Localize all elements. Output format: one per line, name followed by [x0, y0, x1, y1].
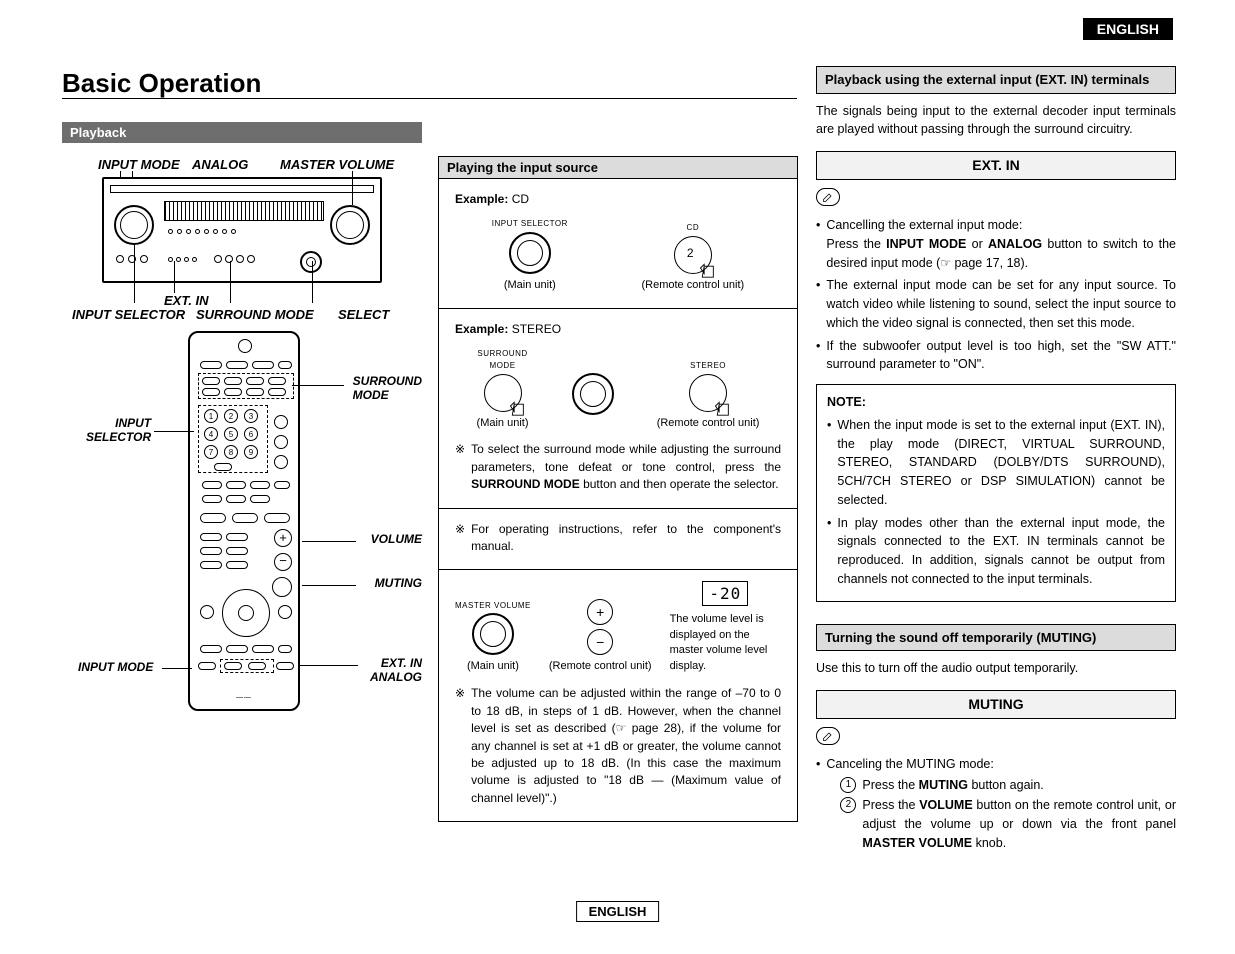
op-bar-muting: MUTING: [816, 690, 1176, 719]
example-value-2: STEREO: [512, 322, 561, 336]
label-remote-muting: MUTING: [375, 577, 422, 591]
left-column: Playback INPUT MODE ANALOG MASTER VOLUME: [62, 122, 422, 731]
label-input-mode: INPUT MODE: [98, 157, 180, 172]
dial-label-input-selector: INPUT SELECTOR: [492, 218, 568, 230]
unit-remote-2: (Remote control unit): [657, 416, 760, 432]
page-ref-icon: ☞: [940, 256, 954, 270]
label-remote-analog: ANALOG: [370, 671, 422, 685]
label-select: SELECT: [338, 307, 389, 322]
note-symbol: ※: [455, 685, 465, 807]
dial-label-master-volume: MASTER VOLUME: [455, 600, 531, 612]
muting-l1-post: button again.: [968, 778, 1044, 792]
label-remote-input-selector: INPUT SELECTOR: [86, 417, 151, 445]
extin-b1b-bold1: INPUT MODE: [886, 237, 966, 251]
subsection-ext-in: Playback using the external input (EXT. …: [816, 66, 1176, 94]
label-remote-volume: VOLUME: [371, 533, 422, 547]
step-input-selector: Example: CD INPUT SELECTOR (Main unit) C…: [439, 179, 797, 309]
note-label: NOTE:: [827, 395, 866, 409]
dial-icon: [509, 232, 551, 274]
section-playback: Playback: [62, 122, 422, 143]
remote-diagram: 1 2 3 4 5 6 7 8 9 + −: [62, 331, 422, 731]
extin-b1b-bold2: ANALOG: [988, 237, 1042, 251]
page-title: Basic Operation: [62, 68, 261, 99]
press-icon: 2: [674, 236, 712, 274]
example-label-2: Example:: [455, 322, 508, 336]
muting-l1-pre: Press the: [862, 778, 918, 792]
muting-l2-pre: Press the: [862, 798, 919, 812]
label-remote-ext-in: EXT. IN: [381, 657, 422, 671]
press-icon: [484, 374, 522, 412]
muting-tips: Canceling the MUTING mode: Press the MUT…: [816, 755, 1176, 855]
unit-main-4: (Main unit): [455, 659, 531, 675]
btn-label-stereo: STEREO: [657, 360, 760, 372]
note-symbol: ※: [455, 441, 465, 493]
label-master-volume: MASTER VOLUME: [280, 157, 394, 172]
press-icon: [689, 374, 727, 412]
note-2a: To select the surround mode while adjust…: [471, 442, 781, 473]
muting-l2-bold1: VOLUME: [919, 798, 972, 812]
note-2b: button and then operate the selector.: [580, 477, 779, 491]
volume-side-text: The volume level is displayed on the mas…: [670, 612, 781, 676]
muting-intro: Use this to turn off the audio output te…: [816, 659, 1176, 678]
subsection-muting: Turning the sound off temporarily (MUTIN…: [816, 624, 1176, 652]
extin-b1a: Cancelling the external input mode:: [826, 218, 1022, 232]
extin-b2: The external input mode can be set for a…: [826, 276, 1176, 332]
note-2-bold: SURROUND MODE: [471, 477, 580, 491]
footer-language: ENGLISH: [576, 901, 660, 922]
subsection-playing-input: Playing the input source: [438, 156, 798, 179]
note-3: For operating instructions, refer to the…: [471, 521, 781, 556]
unit-main-2: (Main unit): [477, 416, 529, 432]
page-ref-icon: ☞: [616, 721, 632, 735]
unit-main-1: (Main unit): [492, 278, 568, 294]
middle-column: Playing the input source Example: CD INP…: [438, 156, 798, 822]
extin-b3: If the subwoofer output level is too hig…: [826, 337, 1176, 375]
right-column: Playback using the external input (EXT. …: [816, 66, 1176, 859]
extin-b1b-pre: Press the: [826, 237, 886, 251]
dial-label-surround: SURROUND MODE: [477, 348, 529, 371]
extin-n2: In play modes other than the external in…: [837, 514, 1165, 589]
label-analog: ANALOG: [192, 157, 248, 172]
note-symbol: ※: [455, 521, 465, 556]
btn-label-cd: CD: [641, 222, 744, 234]
unit-remote-4: (Remote control unit): [549, 659, 652, 675]
op-bar-ext-in: EXT. IN: [816, 151, 1176, 180]
title-rule: [62, 98, 797, 99]
muting-l2-bold2: MASTER VOLUME: [862, 836, 972, 850]
volume-updown-icon: + −: [549, 599, 652, 655]
extin-b1b-ref: page 17, 18: [954, 256, 1020, 270]
label-remote-surround-mode: SURROUND MODE: [353, 375, 422, 403]
muting-l2-post: knob.: [972, 836, 1006, 850]
extin-n1: When the input mode is set to the extern…: [837, 416, 1165, 510]
extin-intro: The signals being input to the external …: [816, 102, 1176, 140]
muting-l1-bold: MUTING: [919, 778, 968, 792]
step-surround-mode: Example: STEREO SURROUND MODE (Main unit…: [439, 309, 797, 509]
language-tab: ENGLISH: [1083, 18, 1173, 40]
page-ref-28: page 28: [632, 721, 677, 735]
dial-icon: [472, 613, 514, 655]
extin-b1b-end: ).: [1020, 256, 1028, 270]
label-input-selector: INPUT SELECTOR: [72, 307, 185, 322]
label-remote-input-mode: INPUT MODE: [78, 661, 153, 675]
example-value-1: CD: [512, 192, 529, 206]
extin-tips: Cancelling the external input mode: Pres…: [816, 216, 1176, 374]
label-surround-mode: SURROUND MODE: [196, 307, 314, 322]
step-volume: MASTER VOLUME (Main unit) + − (Remote co…: [439, 570, 797, 821]
unit-remote-1: (Remote control unit): [641, 278, 744, 294]
badge-2: 2: [687, 245, 694, 262]
extin-b1b-mid: or: [966, 237, 988, 251]
example-label-1: Example:: [455, 192, 508, 206]
pencil-icon: [816, 188, 840, 206]
extin-note-box: NOTE: When the input mode is set to the …: [816, 384, 1176, 602]
pencil-icon: [816, 727, 840, 745]
dial-icon: [572, 373, 614, 415]
label-ext-in: EXT. IN: [164, 293, 209, 308]
step-component-manual: ※ For operating instructions, refer to t…: [439, 509, 797, 571]
volume-display: -20: [702, 581, 748, 606]
muting-b1a: Canceling the MUTING mode:: [826, 757, 993, 771]
receiver-diagram: [102, 177, 382, 283]
